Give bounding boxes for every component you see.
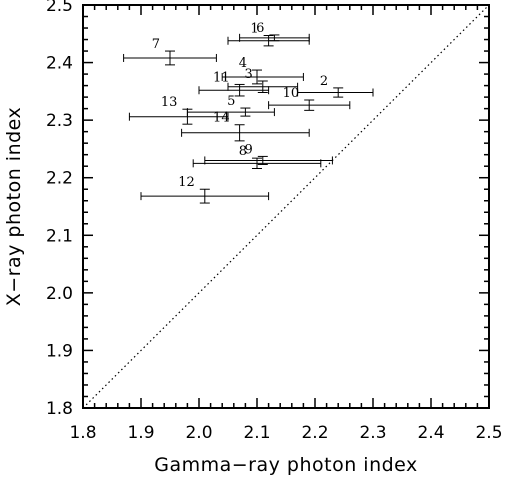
point-label: 14 <box>213 111 230 126</box>
point-label: 10 <box>283 86 300 101</box>
data-point-3: 3 <box>227 67 299 94</box>
point-label: 12 <box>178 175 195 190</box>
data-point-1: 1 <box>227 22 310 47</box>
y-axis-title: X−ray photon index <box>3 107 25 307</box>
x-tick-label: 2.1 <box>243 423 270 443</box>
data-point-9: 9 <box>204 142 333 165</box>
y-tick-label: 2.5 <box>46 0 73 16</box>
y-tick-label: 2.2 <box>46 169 73 189</box>
data-point-6: 6 <box>239 21 310 42</box>
x-tick-label: 2.2 <box>301 423 328 443</box>
x-tick-label: 2.5 <box>475 423 502 443</box>
point-label: 5 <box>227 94 235 109</box>
data-point-10: 10 <box>268 86 351 111</box>
y-tick-label: 1.8 <box>46 399 73 419</box>
data-point-13: 13 <box>128 95 229 125</box>
data-point-12: 12 <box>140 175 270 204</box>
y-tick-label: 2.4 <box>46 54 73 74</box>
x-tick-label: 2.3 <box>359 423 386 443</box>
data-point-8: 8 <box>192 144 322 170</box>
axis-ticks: 1.8 1.9 2.0 2.1 2.2 2.3 2.4 2.5 1.8 1.9 2.0 2.1 2.2 2… <box>46 0 503 443</box>
plot-frame <box>82 4 490 409</box>
x-axis-title: Gamma−ray photon index <box>154 454 418 476</box>
point-label: 1 <box>250 22 258 37</box>
data-point-2: 2 <box>297 74 374 98</box>
point-label: 7 <box>152 37 160 52</box>
point-label: 13 <box>161 95 178 110</box>
point-label: 6 <box>256 21 264 36</box>
point-label: 8 <box>239 144 247 159</box>
y-tick-label: 2.1 <box>46 226 73 246</box>
x-tick-label: 1.8 <box>69 423 96 443</box>
point-label: 11 <box>213 70 230 85</box>
point-label: 4 <box>239 56 247 71</box>
data-point-14: 14 <box>181 111 310 142</box>
point-label: 3 <box>245 67 253 82</box>
y-tick-label: 2.3 <box>46 111 73 131</box>
x-tick-label: 1.9 <box>127 423 154 443</box>
y-tick-label: 1.9 <box>46 341 73 361</box>
data-point-7: 7 <box>123 37 217 66</box>
point-label: 9 <box>245 142 253 157</box>
data-point-4: 4 <box>221 56 304 85</box>
x-tick-label: 2.0 <box>185 423 212 443</box>
point-label: 2 <box>320 74 328 89</box>
reference-line <box>82 4 490 409</box>
y-tick-label: 2.0 <box>46 284 73 304</box>
plot-content: 16 7 4 11 3 2 5 10 13 14 89 12 <box>82 4 490 409</box>
x-tick-label: 2.4 <box>417 423 444 443</box>
